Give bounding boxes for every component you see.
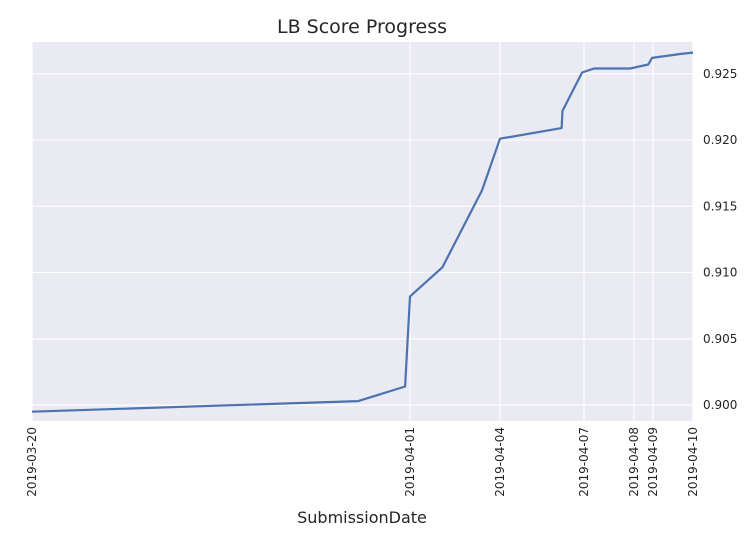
x-tick-label: 2019-03-20 [25,427,39,497]
x-tick-label: 2019-04-07 [577,427,591,497]
x-axis-label: SubmissionDate [297,508,427,527]
x-tick-label: 2019-04-10 [686,427,700,497]
y-tick-label: 0.900 [703,398,737,412]
ticks: 0.900 0.905 0.910 0.915 0.920 0.925 2019-03-20… [25,67,737,497]
series-line [31,51,694,413]
plot-area [32,42,693,421]
x-tick-label: 2019-04-08 [627,427,641,497]
y-tick-label: 0.905 [703,332,737,346]
y-tick-label: 0.920 [703,133,737,147]
chart-title: LB Score Progress [277,16,447,38]
x-tick-label: 2019-04-09 [646,427,660,497]
x-tick-label: 2019-04-01 [403,427,417,497]
grid [31,42,694,421]
y-tick-label: 0.925 [703,67,737,81]
series [31,51,694,413]
x-tick-label: 2019-04-04 [493,427,507,497]
y-tick-label: 0.910 [703,266,737,280]
y-tick-label: 0.915 [703,199,737,213]
